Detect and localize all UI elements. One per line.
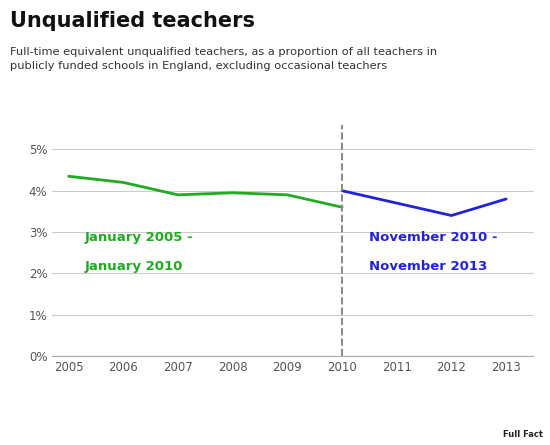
Text: Unqualified teachers: Unqualified teachers	[10, 11, 255, 31]
Text: Source:: Source:	[10, 414, 57, 425]
Text: November 2010 -: November 2010 -	[370, 231, 498, 244]
Text: November 2013: November 2013	[370, 260, 488, 273]
Text: Full Fact: Full Fact	[503, 430, 543, 439]
Text: January 2005 -: January 2005 -	[85, 231, 194, 244]
Text: Full-time equivalent unqualified teachers, as a proportion of all teachers in
pu: Full-time equivalent unqualified teacher…	[10, 47, 437, 71]
Text: January 2010: January 2010	[85, 260, 184, 273]
Polygon shape	[478, 394, 550, 445]
Text: Department for Education, School Workforce in England, November 2013: Department for Education, School Workfor…	[56, 414, 456, 425]
